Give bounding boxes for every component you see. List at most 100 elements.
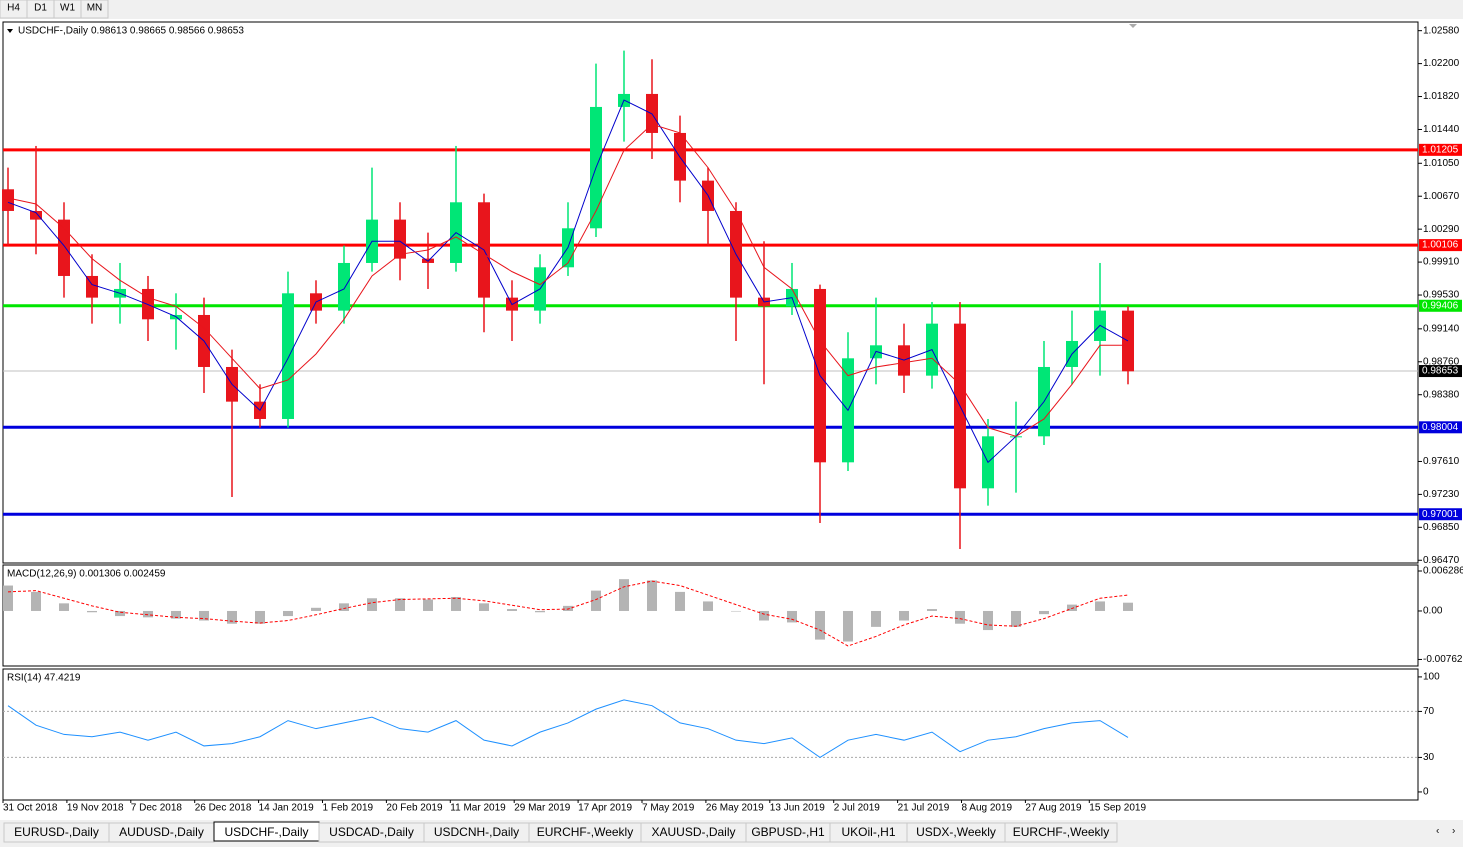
rsi-title: RSI(14) 47.4219	[7, 673, 81, 684]
y-tick-label: 1.01820	[1423, 91, 1460, 102]
y-tick-label: 0.99910	[1423, 257, 1460, 268]
x-tick-label: 15 Sep 2019	[1089, 803, 1146, 814]
y-tick-label: 1.01440	[1423, 124, 1460, 135]
symbol-tab-label[interactable]: EURCHF-,Weekly	[1013, 825, 1109, 839]
x-tick-label: 13 Jun 2019	[770, 803, 825, 814]
symbol-tab-label[interactable]: AUDUSD-,Daily	[119, 825, 204, 839]
x-tick-label: 19 Nov 2018	[67, 803, 124, 814]
timeframe-label[interactable]: W1	[60, 3, 75, 14]
level-label-box	[1419, 299, 1462, 312]
quote: 0.98613 0.98665 0.98566 0.98653	[91, 26, 244, 37]
macd-bar	[1067, 604, 1077, 611]
macd-bar	[1039, 610, 1049, 615]
y-tick-label: 0.97610	[1423, 456, 1460, 467]
macd-bar	[1095, 601, 1105, 611]
candle-body	[338, 262, 350, 311]
x-tick-label: 1 Feb 2019	[323, 803, 374, 814]
y-tick-label: 1.01050	[1423, 158, 1460, 169]
symbol-tab-label[interactable]: GBPUSD-,H1	[751, 825, 825, 839]
y-tick-label: 0.006286	[1423, 566, 1463, 577]
x-tick-label: 29 Mar 2019	[514, 803, 571, 814]
macd-bar	[591, 590, 601, 611]
level-label-box	[1419, 239, 1462, 252]
macd-bar	[507, 609, 517, 611]
shift-marker	[1129, 24, 1137, 28]
level-label-box	[1419, 508, 1462, 521]
x-tick-label: 26 Dec 2018	[195, 803, 252, 814]
y-tick-label: 1.02200	[1423, 58, 1460, 69]
candle-body	[86, 275, 98, 298]
x-tick-label: 8 Aug 2019	[962, 803, 1013, 814]
macd-bar	[535, 610, 545, 613]
macd-bar	[283, 610, 293, 617]
symbol-tab-label[interactable]: USDCHF-,Daily	[225, 825, 309, 839]
macd-bar	[1123, 602, 1133, 611]
macd-bar	[479, 603, 489, 611]
symbol-tab-label[interactable]: UKOil-,H1	[841, 825, 895, 839]
collapse-arrow	[7, 29, 13, 33]
symbol-tab-label[interactable]: USDCAD-,Daily	[329, 825, 414, 839]
y-tick-label: 1.00670	[1423, 191, 1460, 202]
x-tick-label: 7 Dec 2018	[131, 803, 183, 814]
macd-bar	[647, 580, 657, 611]
moving-average	[7, 99, 1129, 464]
timeframe-label[interactable]: H4	[7, 3, 20, 14]
macd-title: MACD(12,26,9) 0.001306 0.002459	[7, 569, 166, 580]
candle-body	[394, 219, 406, 259]
macd-bar	[255, 610, 265, 624]
macd-bar	[367, 598, 377, 611]
macd-bar	[227, 610, 237, 624]
y-tick-label: 1.02580	[1423, 25, 1460, 36]
y-tick-label: 0.98760	[1423, 356, 1460, 367]
y-tick-label: 30	[1423, 752, 1435, 763]
level-label-box	[1419, 143, 1462, 156]
macd-bar	[59, 603, 69, 611]
y-tick-label: 0.96470	[1423, 555, 1460, 566]
x-tick-label: 2 Jul 2019	[834, 803, 881, 814]
y-tick-label: 0.99530	[1423, 290, 1460, 301]
price-panel	[2, 21, 1419, 564]
timeframe-label[interactable]: D1	[34, 3, 47, 14]
symbol-tab-label[interactable]: EURUSD-,Daily	[14, 825, 99, 839]
level-label: 0.98004	[1422, 422, 1459, 433]
last-price-box	[1419, 365, 1462, 378]
symbol-tab-label[interactable]: USDCNH-,Daily	[434, 825, 519, 839]
macd-bar	[563, 605, 573, 611]
macd-bar	[143, 610, 153, 618]
macd-bar	[815, 610, 825, 640]
macd-bar	[955, 610, 965, 624]
level-label: 1.00106	[1422, 240, 1459, 251]
scroll-left[interactable]: ‹	[1436, 826, 1439, 837]
macd-bar	[703, 601, 713, 611]
y-tick-label: 70	[1423, 706, 1435, 717]
level-label-box	[1419, 421, 1462, 434]
candle-body	[58, 219, 70, 276]
rsi-line	[7, 699, 1129, 759]
symbol-tab-label[interactable]: EURCHF-,Weekly	[537, 825, 633, 839]
macd-bar	[927, 609, 937, 611]
timeframe-label[interactable]: MN	[87, 3, 103, 14]
chart-title: USDCHF-,Daily	[18, 26, 88, 37]
y-tick-label: -0.00762	[1423, 654, 1463, 665]
level-label: 1.01205	[1422, 144, 1459, 155]
y-tick-label: 0	[1423, 787, 1429, 798]
y-tick-label: 0.98380	[1423, 389, 1460, 400]
macd-bar	[899, 610, 909, 621]
last-price-label: 0.98653	[1422, 366, 1459, 377]
x-tick-label: 14 Jan 2019	[259, 803, 314, 814]
macd-bar	[871, 610, 881, 627]
macd-bar	[1011, 610, 1021, 627]
symbol-tab[interactable]	[1004, 822, 1118, 843]
macd-bar	[3, 585, 13, 611]
symbol-tab-label[interactable]: USDX-,Weekly	[916, 825, 996, 839]
macd-bar	[451, 596, 461, 611]
candle-body	[30, 210, 42, 220]
macd-bar	[619, 579, 629, 611]
macd-bar	[983, 610, 993, 631]
macd-bar	[843, 610, 853, 642]
timeframe-button[interactable]	[80, 0, 109, 19]
scroll-right[interactable]: ›	[1452, 826, 1455, 837]
symbol-tab-label[interactable]: XAUUSD-,Daily	[651, 825, 735, 839]
